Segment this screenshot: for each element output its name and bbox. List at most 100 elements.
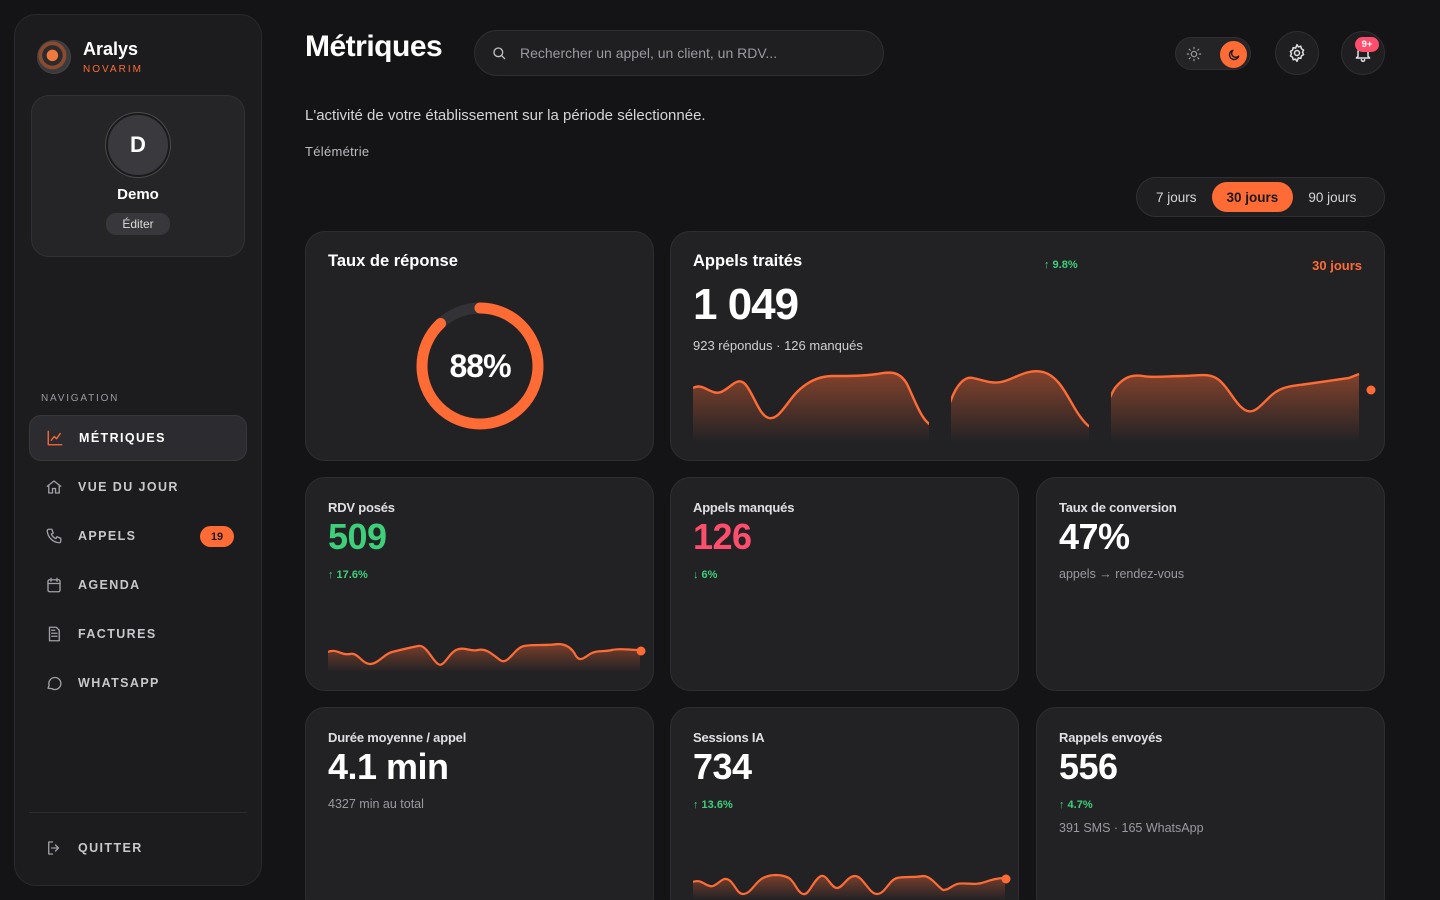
gauge-fill	[416, 302, 544, 430]
period-30-days[interactable]: 30 jours	[1211, 182, 1294, 212]
trend-indicator: ↑ 9.8%	[1044, 259, 1078, 271]
notifications-button[interactable]: 9+	[1341, 31, 1385, 75]
avg-duration-card[interactable]: Durée moyenne / appel 4.1 min 4327 min a…	[305, 707, 654, 900]
nav-item-label: WHATSAPP	[78, 676, 160, 690]
nav-item-whatsapp[interactable]: WHATSAPP	[29, 660, 247, 706]
home-icon	[46, 480, 62, 494]
sparkline-gap	[1089, 370, 1111, 442]
sparkline-area	[328, 644, 640, 672]
missed-calls-card[interactable]: Appels manqués 126 ↓ 6%	[670, 477, 1019, 691]
brand-subtitle: NOVARIM	[83, 64, 143, 75]
card-title: Appels traités	[693, 252, 803, 270]
sun-icon	[1186, 46, 1202, 62]
conversion-card[interactable]: Taux de conversion 47% appels → rendez-v…	[1036, 477, 1385, 691]
quit-button[interactable]: QUITTER	[29, 825, 247, 871]
nav-item-agenda[interactable]: AGENDA	[29, 562, 247, 608]
ai-sessions-card[interactable]: Sessions IA 734 ↑ 13.6%	[670, 707, 1019, 900]
nav-menu: MÉTRIQUES VUE DU JOUR APPELS 19 AGENDA F…	[29, 415, 247, 709]
card-label: Appels manqués	[693, 500, 795, 515]
period-selector: 7 jours 30 jours 90 jours	[1136, 177, 1385, 217]
section-label: Télémétrie	[305, 144, 370, 159]
nav-item-factures[interactable]: FACTURES	[29, 611, 247, 657]
edit-profile-button[interactable]: Éditer	[106, 213, 170, 235]
sparkline-line	[693, 370, 1360, 430]
settings-button[interactable]	[1275, 31, 1319, 75]
rdv-card[interactable]: RDV posés 509 ↑ 17.6%	[305, 477, 654, 691]
trend-indicator: ↓ 6%	[693, 569, 718, 581]
reminders-value: 556	[1059, 746, 1118, 787]
response-rate-gauge: 88%	[414, 300, 546, 432]
sparkline-area	[693, 875, 1005, 900]
nav-item-label: MÉTRIQUES	[79, 431, 166, 445]
missed-calls-value: 126	[693, 516, 752, 557]
brand-logo	[37, 40, 71, 74]
nav-item-metriques[interactable]: MÉTRIQUES	[29, 415, 247, 461]
conversion-note: appels → rendez-vous	[1059, 567, 1185, 581]
chart-line-icon	[47, 430, 63, 446]
search-input[interactable]	[520, 45, 850, 61]
card-title: Taux de réponse	[328, 252, 458, 270]
phone-icon	[46, 528, 62, 544]
nav-title: NAVIGATION	[41, 393, 120, 404]
notification-count-badge: 9+	[1355, 37, 1379, 52]
reminders-breakdown: 391 SMS · 165 WhatsApp	[1059, 821, 1204, 835]
gear-icon	[1289, 43, 1305, 63]
avg-duration-value: 4.1 min	[328, 746, 449, 787]
logout-icon	[48, 841, 60, 855]
reminders-card[interactable]: Rappels envoyés 556 ↑ 4.7% 391 SMS · 165…	[1036, 707, 1385, 900]
ai-sessions-value: 734	[693, 746, 752, 787]
moon-icon	[1228, 49, 1239, 60]
calls-card[interactable]: Appels traités ↑ 9.8% 30 jours 1 049 923…	[670, 231, 1385, 461]
sparkline-line	[693, 873, 1006, 896]
nav-item-label: APPELS	[78, 529, 137, 543]
sparkline-endpoint	[1366, 385, 1376, 395]
profile-card: D Demo Éditer	[31, 95, 245, 257]
calls-count-badge: 19	[200, 526, 234, 547]
response-rate-card[interactable]: Taux de réponse 88%	[305, 231, 654, 461]
trend-indicator: ↑ 17.6%	[328, 569, 368, 581]
sidebar-divider	[29, 812, 247, 813]
nav-item-label: AGENDA	[78, 578, 141, 592]
rdv-value: 509	[328, 516, 387, 557]
sidebar: Aralys NOVARIM D Demo Éditer NAVIGATION …	[14, 14, 262, 886]
page-title: Métriques	[305, 30, 443, 63]
total-duration-note: 4327 min au total	[328, 797, 424, 811]
brand[interactable]: Aralys NOVARIM	[37, 39, 143, 75]
calls-breakdown: 923 répondus · 126 manqués	[693, 338, 863, 353]
document-icon	[48, 626, 60, 642]
quit-label: QUITTER	[78, 841, 143, 855]
sparkline-endpoint	[636, 646, 646, 656]
search-icon	[493, 47, 506, 60]
conversion-value: 47%	[1059, 516, 1130, 557]
rdv-sparkline	[328, 642, 646, 672]
calls-value: 1 049	[693, 280, 799, 329]
theme-knob	[1220, 41, 1247, 68]
period-7-days[interactable]: 7 jours	[1156, 189, 1197, 205]
sparkline-area	[693, 371, 1359, 442]
search-bar[interactable]	[474, 30, 884, 76]
gauge-value: 88%	[449, 347, 511, 384]
quit-button-wrap: QUITTER	[29, 825, 247, 874]
period-90-days[interactable]: 90 jours	[1308, 189, 1357, 205]
theme-toggle[interactable]	[1175, 37, 1251, 70]
trend-indicator: ↑ 13.6%	[693, 799, 733, 811]
gauge-ring	[416, 302, 544, 430]
trend-indicator: ↑ 4.7%	[1059, 799, 1093, 811]
profile-name: Demo	[117, 186, 159, 203]
nav-item-appels[interactable]: APPELS 19	[29, 513, 247, 559]
avatar[interactable]: D	[106, 113, 170, 177]
ai-sessions-sparkline	[693, 873, 1011, 900]
card-label: RDV posés	[328, 500, 395, 515]
card-label: Sessions IA	[693, 730, 765, 745]
sparkline-endpoint	[1001, 874, 1011, 884]
card-label: Durée moyenne / appel	[328, 730, 467, 745]
nav-item-label: FACTURES	[78, 627, 157, 641]
chat-bubble-icon	[47, 676, 62, 691]
card-label: Rappels envoyés	[1059, 730, 1163, 745]
sparkline-line	[328, 642, 641, 666]
period-label: 30 jours	[1312, 258, 1362, 273]
sparkline-gap	[929, 370, 951, 442]
nav-item-label: VUE DU JOUR	[78, 480, 179, 494]
calendar-icon	[47, 577, 61, 593]
nav-item-vue-du-jour[interactable]: VUE DU JOUR	[29, 464, 247, 510]
